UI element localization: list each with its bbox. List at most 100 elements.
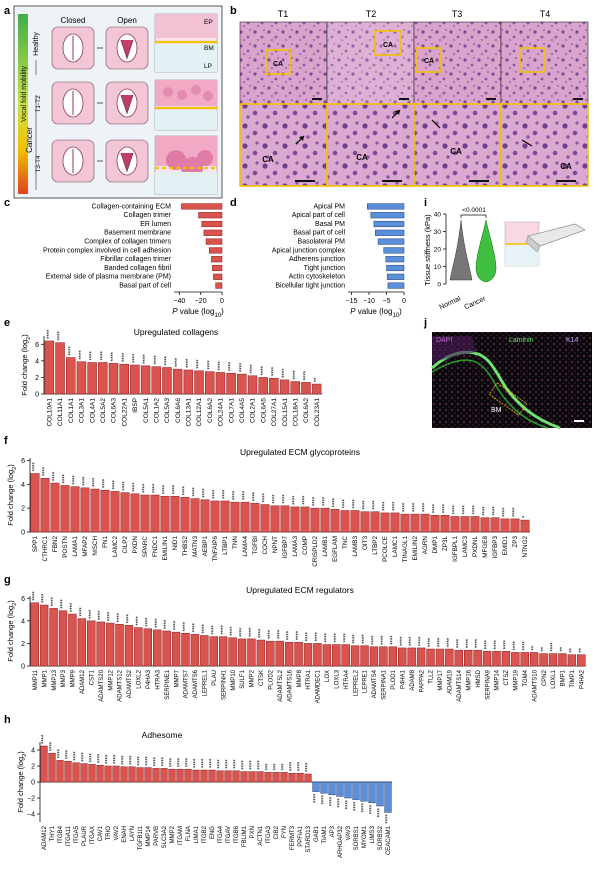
- significance-f-33: ****: [363, 500, 369, 510]
- category-label-g-32: LOXL3: [334, 669, 340, 688]
- significance-e-20: ****: [261, 365, 267, 375]
- category-label-h-40: MYOM1: [362, 825, 368, 848]
- significance-h-41: ****: [370, 804, 376, 814]
- bar-g-5: [77, 618, 87, 667]
- category-label-g-20: SERPINH1: [221, 669, 227, 700]
- bar-f-3: [60, 485, 70, 533]
- bar-g-38: [388, 646, 398, 667]
- category-label-f-31: TNC: [342, 536, 349, 549]
- bar-f-15: [180, 497, 190, 533]
- significance-g-53: **: [532, 645, 538, 650]
- bar-g-9: [115, 623, 124, 667]
- category-label-g-55: LOXL1: [551, 669, 557, 688]
- category-label-g-39: P4HA1: [400, 669, 406, 689]
- y-ticks-i: 0 10 20 30 40: [434, 212, 446, 289]
- chart-title-h: Adhesome: [142, 730, 183, 740]
- significance-f-16: ****: [193, 487, 199, 497]
- tick-i-10: 10: [434, 264, 442, 271]
- tick-i-20: 20: [434, 247, 442, 254]
- category-label-f-30: EGFLAM: [332, 536, 339, 562]
- bar-h-29: [272, 772, 280, 783]
- bar-g-14: [162, 630, 171, 667]
- bar-g-50: [501, 651, 511, 667]
- category-label-e-7: COL22A1: [121, 398, 128, 427]
- y-tick-label-h-3: 2: [31, 764, 35, 771]
- bar-c-5: [208, 247, 223, 254]
- bar-e-21: [269, 378, 279, 395]
- bar-f-10: [130, 493, 140, 533]
- bar-g-4: [68, 613, 77, 667]
- significance-h-8: ****: [106, 754, 112, 764]
- category-label-g-57: TIMP1: [570, 669, 576, 687]
- mobility-gradient-bar: [18, 14, 28, 194]
- category-label-f-49: NTNG2: [522, 536, 529, 558]
- row-t3t4: T3-T4: [35, 155, 42, 173]
- significance-h-29: ***: [274, 763, 280, 771]
- bar-f-36: [390, 512, 400, 533]
- significance-g-44: ****: [447, 637, 453, 647]
- bar-h-7: [96, 764, 104, 783]
- category-label-e-6: COL6A3: [111, 398, 118, 423]
- category-label-f-15: THBS2: [182, 536, 189, 557]
- category-label-f-12: FNDC1: [152, 536, 159, 557]
- y-tick-label-f-0: 0: [21, 530, 25, 537]
- bar-d-4: [377, 238, 405, 245]
- significance-h-11: ****: [130, 755, 136, 765]
- bar-f-45: [480, 517, 490, 533]
- panel-b-histology: T1 T2 T3 T4 CA CA CA CA CA: [239, 9, 589, 187]
- bar-g-39: [398, 647, 407, 667]
- category-label-g-7: ADAMTS20: [99, 669, 105, 701]
- significance-g-42: ****: [428, 637, 434, 647]
- panel-letter-h: h: [4, 714, 11, 726]
- category-label-h-0: ADAM12: [42, 825, 48, 850]
- significance-h-31: ****: [290, 761, 296, 771]
- category-label-f-18: TNFAIP6: [212, 536, 219, 562]
- significance-g-41: ****: [419, 636, 425, 646]
- significance-g-48: ****: [485, 639, 491, 649]
- category-label-e-16: COL24A1: [218, 398, 225, 427]
- significance-h-42: ****: [378, 807, 384, 817]
- category-label-f-26: LAMA3: [292, 536, 299, 557]
- category-label-f-33: OIT3: [362, 536, 369, 550]
- significance-f-47: ****: [503, 507, 509, 517]
- category-label-h-36: AP3: [330, 825, 336, 837]
- bar-f-21: [240, 501, 250, 533]
- bar-e-9: [140, 365, 151, 395]
- bar-g-54: [539, 653, 548, 667]
- category-label-f-38: EMILIN2: [412, 536, 419, 561]
- significance-g-8: ****: [108, 611, 114, 621]
- significance-g-15: ****: [174, 620, 180, 630]
- bar-h-27: [256, 771, 264, 783]
- category-label-c-9: Basal part of cell: [119, 283, 171, 290]
- significance-h-14: ****: [154, 756, 160, 766]
- category-label-g-23: MMP2: [250, 669, 256, 687]
- bar-f-25: [280, 505, 290, 533]
- significance-f-44: ****: [473, 504, 479, 514]
- bar-h-23: [224, 770, 232, 783]
- category-label-g-12: P4HA3: [146, 669, 152, 689]
- x-axis-label: P value (log10): [350, 307, 402, 319]
- significance-h-7: ****: [98, 753, 104, 763]
- significance-g-25: ****: [268, 629, 274, 639]
- category-label-g-17: ADAMTS6: [193, 669, 199, 698]
- significance-g-23: ****: [249, 627, 255, 637]
- bar-g-46: [463, 649, 473, 667]
- panel-letter-d: d: [230, 197, 237, 209]
- bar-g-19: [209, 636, 218, 667]
- significance-g-33: ****: [343, 633, 349, 643]
- bar-h-40: [360, 781, 368, 802]
- significance-f-24: ****: [273, 494, 279, 504]
- category-label-f-36: LAMC1: [392, 536, 399, 557]
- significance-h-19: ****: [194, 758, 200, 768]
- significance-f-5: ****: [83, 476, 89, 486]
- category-label-e-10: COL1A2: [153, 398, 160, 423]
- bar-e-17: [226, 373, 236, 395]
- significance-h-9: ****: [114, 754, 120, 764]
- category-label-c-2: ER lumen: [140, 221, 171, 228]
- category-label-g-25: PLOD2: [269, 669, 275, 689]
- y-tick-label-f-3: 6: [21, 458, 25, 465]
- bar-g-8: [105, 622, 115, 667]
- significance-g-4: ****: [70, 602, 76, 612]
- significance-f-43: ****: [463, 504, 469, 514]
- col-t4: T4: [540, 9, 551, 19]
